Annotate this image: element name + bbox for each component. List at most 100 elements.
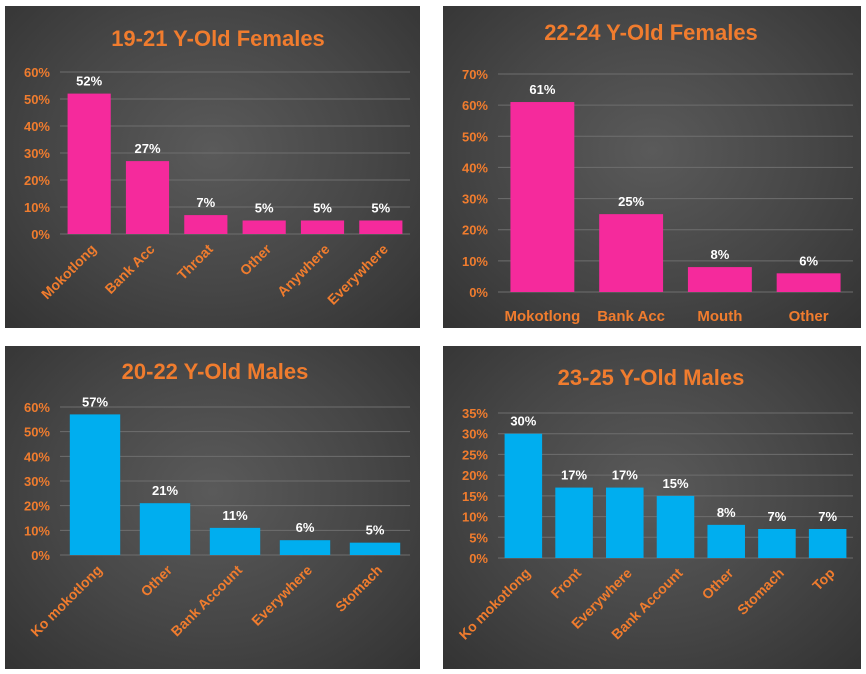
category-label: Bank Account xyxy=(168,562,246,640)
category-label: Mouth xyxy=(697,308,742,325)
category-label: Mokotlong xyxy=(504,308,580,325)
bar-males-23-25-6 xyxy=(808,529,847,558)
y-tick-label: 60% xyxy=(462,98,488,113)
y-tick-label: 20% xyxy=(24,499,50,514)
data-label: 52% xyxy=(76,74,102,89)
bar-males-23-25-5 xyxy=(758,529,796,558)
chart-males-20-22: 20-22 Y-Old Males 0% 10% 20% 30% 40% 50% 60% 57%… xyxy=(24,359,410,640)
category-label: Other xyxy=(789,308,829,325)
data-label: 17% xyxy=(561,468,587,483)
bar-females-22-24-1 xyxy=(599,214,664,292)
chart-title-females-22-24: 22-24 Y-Old Females xyxy=(544,20,758,45)
y-tick-label: 35% xyxy=(462,406,488,421)
data-label: 61% xyxy=(529,82,555,97)
data-label: 8% xyxy=(717,505,736,520)
y-tick-label: 30% xyxy=(24,474,50,489)
y-tick-label: 50% xyxy=(462,129,488,144)
category-label: Stomach xyxy=(734,565,787,618)
data-label: 6% xyxy=(799,253,818,268)
y-tick-label: 10% xyxy=(462,254,488,269)
data-label: 15% xyxy=(662,476,688,491)
y-tick-label: 60% xyxy=(24,400,50,415)
category-label: Throat xyxy=(174,241,216,283)
bar-females-19-21-0 xyxy=(67,93,111,234)
category-label: Other xyxy=(137,561,175,599)
bar-males-23-25-3 xyxy=(656,495,695,558)
bar-females-19-21-2 xyxy=(184,215,228,234)
category-label: Top xyxy=(809,565,838,594)
data-label: 7% xyxy=(818,509,837,524)
chart-title-males-20-22: 20-22 Y-Old Males xyxy=(122,359,309,384)
bar-females-19-21-3 xyxy=(242,220,286,234)
data-label: 25% xyxy=(618,194,644,209)
data-label: 17% xyxy=(612,468,638,483)
y-tick-label: 20% xyxy=(24,173,50,188)
data-label: 21% xyxy=(152,483,178,498)
chart-panel-females-19-21: 19-21 Y-Old Females 0% 10% 20% 30% 40% 50% 60% 5… xyxy=(5,6,420,328)
category-label: Other xyxy=(699,564,737,602)
bar-females-22-24-2 xyxy=(687,267,752,292)
category-label: Ko mokotlong xyxy=(456,565,534,643)
category-label: Ko mokotlong xyxy=(27,562,105,640)
chart-males-23-25: 23-25 Y-Old Males 0% 5% 10% 15% 20% 25% 30% 35% 3… xyxy=(456,365,853,643)
y-tick-label: 30% xyxy=(24,146,50,161)
category-label: Front xyxy=(548,565,585,602)
bar-males-20-22-4 xyxy=(349,542,401,555)
data-label: 5% xyxy=(371,201,390,216)
data-label: 7% xyxy=(196,195,215,210)
category-label: Bank Acc xyxy=(102,241,158,297)
y-tick-label: 20% xyxy=(462,223,488,238)
bar-males-20-22-2 xyxy=(209,527,261,555)
category-label: Everywhere xyxy=(324,241,391,308)
bar-females-19-21-5 xyxy=(359,220,403,234)
y-tick-label: 25% xyxy=(462,447,488,462)
chart-females-22-24: 22-24 Y-Old Females 0% 10% 20% 30% 40% 50% 60% 7… xyxy=(462,20,853,325)
data-label: 5% xyxy=(366,523,385,538)
category-label: Anywhere xyxy=(274,241,333,300)
y-tick-label: 40% xyxy=(462,160,488,175)
bar-males-20-22-0 xyxy=(69,414,121,555)
y-tick-label: 30% xyxy=(462,192,488,207)
data-label: 30% xyxy=(510,414,536,429)
bar-females-22-24-0 xyxy=(510,102,575,293)
y-tick-label: 40% xyxy=(24,449,50,464)
y-tick-label: 60% xyxy=(24,65,50,80)
y-tick-label: 10% xyxy=(462,510,488,525)
chart-title-males-23-25: 23-25 Y-Old Males xyxy=(558,365,745,390)
data-label: 8% xyxy=(710,247,729,262)
y-tick-label: 10% xyxy=(24,200,50,215)
y-tick-label: 20% xyxy=(462,468,488,483)
category-label: Stomach xyxy=(332,562,385,615)
y-tick-label: 0% xyxy=(31,227,50,242)
y-tick-label: 70% xyxy=(462,67,488,82)
category-label: Mokotlong xyxy=(38,241,99,302)
data-label: 57% xyxy=(82,394,108,409)
chart-panel-females-22-24: 22-24 Y-Old Females 0% 10% 20% 30% 40% 50% 60% 7… xyxy=(443,6,861,328)
bar-males-23-25-4 xyxy=(707,524,745,558)
bar-females-22-24-3 xyxy=(776,273,841,292)
bar-males-23-25-1 xyxy=(555,487,593,558)
y-tick-label: 50% xyxy=(24,425,50,440)
data-label: 27% xyxy=(134,141,160,156)
bar-males-23-25-0 xyxy=(504,433,543,558)
data-label: 5% xyxy=(255,201,274,216)
category-label: Everywhere xyxy=(248,562,315,629)
category-label: Bank Acc xyxy=(597,308,665,325)
bar-males-20-22-1 xyxy=(139,503,191,555)
category-label: Other xyxy=(237,240,275,278)
bar-females-19-21-1 xyxy=(125,161,170,234)
bar-males-20-22-3 xyxy=(279,540,331,555)
y-tick-label: 15% xyxy=(462,489,488,504)
bar-males-23-25-2 xyxy=(606,487,644,558)
data-label: 5% xyxy=(313,201,332,216)
chart-panel-males-20-22: 20-22 Y-Old Males 0% 10% 20% 30% 40% 50% 60% 57%… xyxy=(5,346,420,669)
y-tick-label: 40% xyxy=(24,119,50,134)
chart-females-19-21: 19-21 Y-Old Females 0% 10% 20% 30% 40% 50% 60% 5… xyxy=(24,26,410,308)
data-label: 11% xyxy=(222,508,248,523)
y-tick-label: 10% xyxy=(24,523,50,538)
y-tick-label: 5% xyxy=(469,530,488,545)
data-label: 7% xyxy=(768,509,787,524)
chart-title-females-19-21: 19-21 Y-Old Females xyxy=(111,26,325,51)
y-tick-label: 0% xyxy=(469,551,488,566)
y-tick-label: 50% xyxy=(24,92,50,107)
